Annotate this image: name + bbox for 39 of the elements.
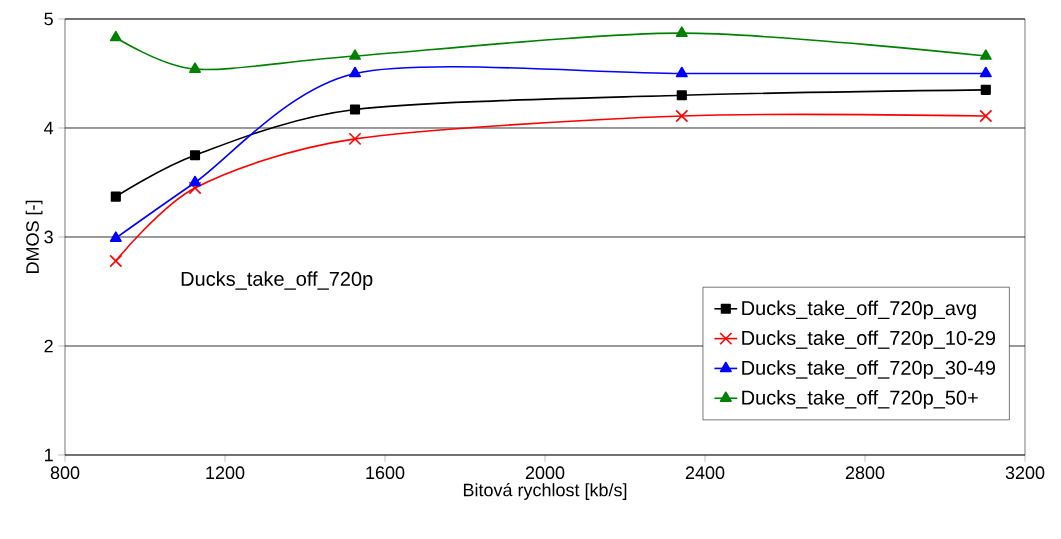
point <box>349 49 361 60</box>
point <box>675 26 688 37</box>
point <box>979 109 993 123</box>
x-tick-label: 2800 <box>845 466 885 480</box>
point <box>348 132 362 146</box>
point <box>349 104 361 115</box>
y-tick-label: 1 <box>45 448 53 462</box>
point <box>676 90 687 101</box>
y-tick-label: 4 <box>44 121 54 135</box>
point <box>189 62 201 73</box>
x-tick-label: 1600 <box>366 466 405 480</box>
point <box>980 84 991 95</box>
point <box>109 231 122 242</box>
point <box>675 66 688 78</box>
legend-label: Ducks_take_off_720p_30-49 <box>742 360 996 379</box>
point <box>109 30 122 42</box>
x-tick-label: 800 <box>50 466 80 480</box>
y-tick-label: 2 <box>44 339 53 353</box>
point <box>189 150 201 161</box>
x-tick-label: 2000 <box>525 466 565 480</box>
legend-label: Ducks_take_off_720p_avg <box>742 300 976 320</box>
legend-label: Ducks_take_off_720p_50+ <box>742 390 978 409</box>
y-axis-title: DMOS [-] <box>25 200 43 274</box>
point <box>110 191 121 202</box>
x-tick-label: 3200 <box>1005 466 1045 480</box>
legend-label: Ducks_take_off_720p_10-29 <box>742 330 996 349</box>
x-tick-label: 2400 <box>685 466 725 480</box>
point <box>109 254 123 268</box>
point <box>979 49 992 60</box>
point <box>189 175 201 187</box>
point <box>675 109 689 123</box>
point <box>349 66 361 78</box>
x-tick-label: 1200 <box>206 466 245 480</box>
annotation: Ducks_take_off_720p <box>181 271 373 290</box>
x-axis-title: Bitová rychlost [kb/s] <box>463 482 627 500</box>
y-tick-label: 5 <box>44 12 53 26</box>
y-tick-label: 3 <box>44 230 53 244</box>
point <box>188 181 202 195</box>
point <box>979 66 992 78</box>
